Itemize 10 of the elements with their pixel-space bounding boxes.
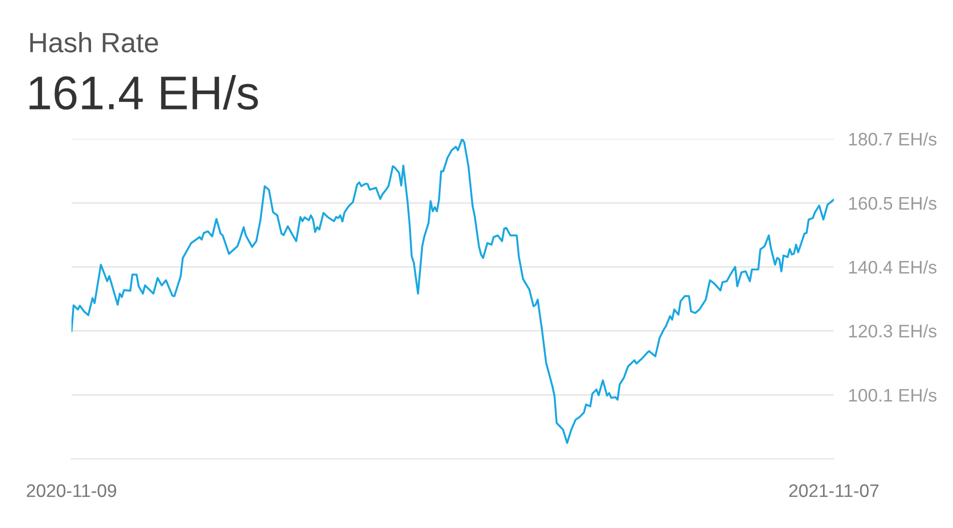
x-tick-label: 2021-11-07 [789,484,878,498]
y-tick-label: 120.3 EH/s [849,324,936,338]
chart-title: Hash Rate [30,32,158,52]
y-tick-label: 180.7 EH/s [849,132,936,146]
line-series [71,138,834,444]
chart-subtitle: 161.4 EH/s [30,74,258,110]
y-tick-label: 140.4 EH/s [849,260,936,274]
x-tick-label: 2020-11-09 [26,484,116,498]
y-tick-label: 160.5 EH/s [849,196,936,210]
y-tick-label: 100.1 EH/s [849,388,936,402]
